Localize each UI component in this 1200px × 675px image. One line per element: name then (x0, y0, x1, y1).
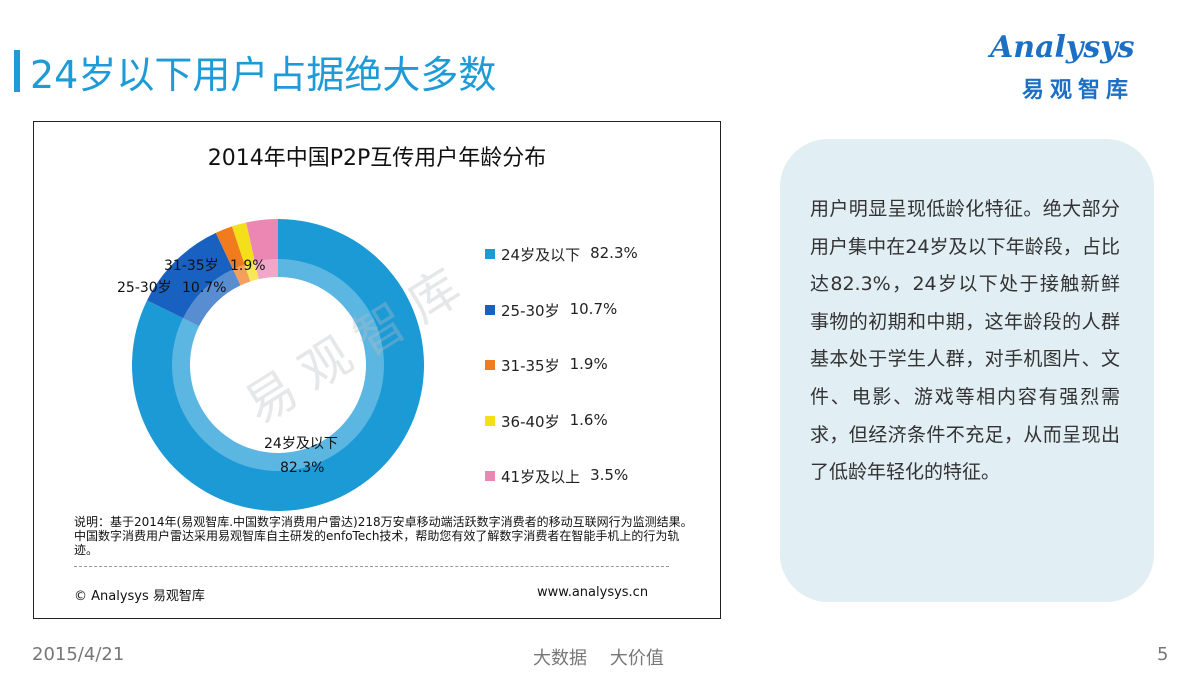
data-label-category-25-30: 25-30岁 (117, 280, 172, 296)
legend-label: 41岁及以上 (501, 468, 581, 486)
data-label-value-24-and-under: 82.3% (280, 460, 324, 476)
chart-title: 2014年中国P2P互传用户年龄分布 (207, 146, 547, 171)
legend-swatch (485, 415, 495, 426)
legend-label: 31-35岁 (501, 357, 560, 375)
data-label-category-31-35: 31-35岁 (164, 258, 219, 274)
donut-slice-31-35 (215, 226, 251, 286)
donut-inner-ring-25-30 (182, 269, 242, 327)
data-label-category-24-and-under: 24岁及以下 (264, 436, 338, 452)
data-label-value-31-35: 1.9% (230, 258, 266, 274)
footer-date: 2015/4/21 (32, 644, 125, 665)
legend-value: 1.9% (569, 355, 608, 373)
logo-chinese-name: 易观智库 (1022, 78, 1135, 103)
donut-chart: 24岁及以下 82.3% 25-30岁 10.7% 31-35岁 1.9% (117, 219, 424, 511)
legend-swatch (485, 249, 495, 259)
note-divider (74, 566, 669, 567)
chart-note: 说明：基于2014年(易观智库.中国数字消费用户雷达)218万安卓移动端活跃数字… (74, 515, 693, 557)
legend-swatch (485, 360, 495, 370)
page-number: 5 (1157, 644, 1169, 665)
legend-value: 10.7% (569, 299, 618, 318)
legend-swatch (485, 471, 495, 481)
donut-inner-ring-41-and-over (254, 259, 278, 282)
legend-swatch (485, 304, 495, 315)
analysys-logo: Analysys 易观智库 (990, 30, 1165, 105)
data-label-value-25-30: 10.7% (182, 280, 226, 296)
donut-inner-ring-31-35 (232, 264, 251, 288)
legend-value: 82.3% (590, 244, 638, 262)
website-link[interactable]: www.analysys.cn (537, 585, 649, 600)
chart-panel: 2014年中国P2P互传用户年龄分布 24岁及以下 82.3% 25-30岁 10.7… (33, 121, 721, 619)
logo-wordmark: Analysys (990, 30, 1135, 65)
footer-slogan: 大数据 大价值 (533, 648, 664, 669)
callout-text: 用户明显呈现低龄化特征。绝大部分用户集中在24岁及以下年龄段，占比达82.3%，… (810, 198, 1120, 484)
legend-value: 3.5% (590, 466, 629, 484)
donut-slice-24-and-under (132, 219, 424, 511)
donut-slice-41-and-over (246, 219, 278, 280)
summary-callout: 用户明显呈现低龄化特征。绝大部分用户集中在24岁及以下年龄段，占比达82.3%，… (780, 139, 1154, 602)
legend-label: 24岁及以下 (501, 246, 581, 264)
legend-label: 36-40岁 (501, 412, 560, 431)
legend-value: 1.6% (569, 410, 608, 429)
legend-label: 25-30岁 (501, 301, 560, 320)
donut-slice-25-30 (147, 232, 241, 327)
donut-slice-36-40 (232, 222, 259, 282)
donut-inner-ring-36-40 (244, 261, 260, 284)
page-title: 24岁以下用户占据绝大多数 (30, 53, 497, 97)
copyright-text: © Analysys 易观智库 (74, 589, 205, 604)
title-accent-bar (14, 50, 20, 92)
